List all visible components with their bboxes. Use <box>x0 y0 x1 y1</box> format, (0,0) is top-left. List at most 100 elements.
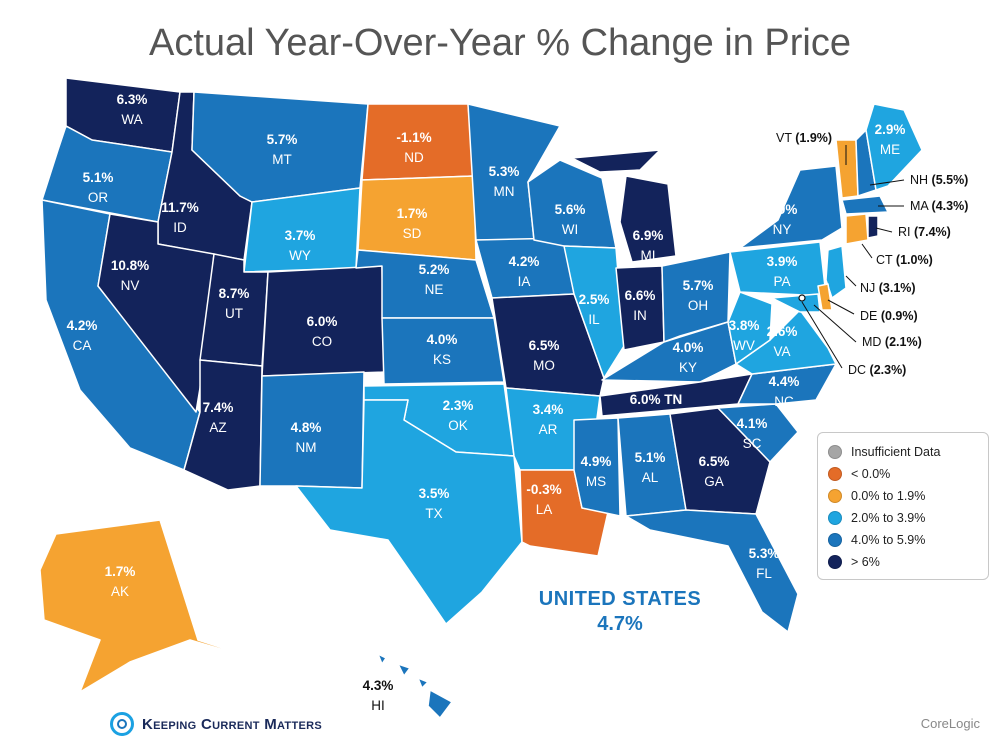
state-label-nm: 4.8% NM <box>291 420 322 455</box>
state-RI <box>867 215 879 239</box>
legend-swatch <box>828 467 842 481</box>
legend-item: 4.0% to 5.9% <box>828 529 978 551</box>
state-HI <box>377 653 453 719</box>
state-AZ <box>183 359 263 491</box>
state-label-ut: 8.7% UT <box>219 286 250 321</box>
state-value: 1.7% <box>105 564 136 579</box>
state-abbr: GA <box>704 474 724 489</box>
state-label-mt: 5.7% MT <box>267 132 298 167</box>
kcm-logo-icon <box>110 712 134 736</box>
state-abbr: ME <box>880 142 900 157</box>
state-abbr: NE <box>425 282 444 297</box>
callout-label-de: DE (0.9%) <box>860 309 918 323</box>
state-value: 4.3% <box>363 678 394 693</box>
state-value: 8.7% <box>219 286 250 301</box>
state-value: 4.2% <box>509 254 540 269</box>
state-MO <box>491 293 605 397</box>
state-abbr: IL <box>588 312 600 327</box>
state-abbr: TX <box>425 506 442 521</box>
dc-marker <box>798 294 806 302</box>
state-abbr: VA <box>773 344 790 359</box>
legend-swatch <box>828 533 842 547</box>
state-label-mi: 6.9% MI <box>633 228 664 263</box>
state-abbr: ID <box>173 220 187 235</box>
state-abbr: WA <box>121 112 142 127</box>
state-label-tx: 3.5% TX <box>419 486 450 521</box>
state-abbr: AL <box>642 470 659 485</box>
state-abbr: MT <box>272 152 292 167</box>
state-value: 3.7% <box>285 228 316 243</box>
state-value: 3.8% <box>729 318 760 333</box>
state-value: 4.0% <box>427 332 458 347</box>
leader-nj <box>845 275 857 287</box>
state-abbr: NM <box>296 440 317 455</box>
state-value: 3.9% <box>767 254 798 269</box>
callout-leaders <box>801 145 905 369</box>
state-label-mo: 6.5% MO <box>529 338 560 373</box>
state-abbr: MS <box>586 474 606 489</box>
state-label-ca: 4.2% CA <box>67 318 98 353</box>
state-value: 2.6% <box>767 324 798 339</box>
leader-de <box>827 299 855 315</box>
state-abbr: AZ <box>209 420 226 435</box>
callout-labels: VT (1.9%) NH (5.5%) MA (4.3%) RI (7.4%) CT (… <box>776 131 968 377</box>
state-IL <box>563 245 625 379</box>
state-value: 2.5% <box>579 292 610 307</box>
state-abbr: IA <box>518 274 531 289</box>
state-label-al: 5.1% AL <box>635 450 666 485</box>
state-label-ky: 4.0% KY <box>673 340 704 375</box>
leader-ct <box>861 243 873 259</box>
state-label-ia: 4.2% IA <box>509 254 540 289</box>
state-value: 4.8% <box>291 420 322 435</box>
source-credit: CoreLogic <box>920 716 980 731</box>
state-label-ms: 4.9% MS <box>581 454 612 489</box>
state-value: 6.6% <box>625 288 656 303</box>
state-value: 4.2% <box>67 318 98 333</box>
state-value: 6.0% <box>307 314 338 329</box>
state-label-mn: 5.3% MN <box>489 164 520 199</box>
state-abbr: CA <box>73 338 92 353</box>
legend-swatch <box>828 489 842 503</box>
state-abbr: KS <box>433 352 451 367</box>
state-value: 3.4% <box>533 402 564 417</box>
state-label-wy: 3.7% WY <box>285 228 316 263</box>
state-abbr: WY <box>289 248 311 263</box>
state-abbr: NC <box>774 394 794 409</box>
state-value: 4.9% <box>581 454 612 469</box>
state-label-az: 7.4% AZ <box>203 400 234 435</box>
state-abbr: ND <box>404 150 424 165</box>
state-abbr: LA <box>536 502 553 517</box>
state-WV <box>727 291 773 365</box>
state-value: 5.7% <box>683 278 714 293</box>
state-abbr: NV <box>121 278 140 293</box>
state-MI <box>571 149 677 263</box>
state-value: 2.3% <box>443 398 474 413</box>
legend-swatch <box>828 555 842 569</box>
state-label-ne: 5.2% NE <box>419 262 450 297</box>
state-VT <box>835 139 859 199</box>
us-total: UNITED STATES 4.7% <box>520 588 720 636</box>
state-MA <box>841 195 889 215</box>
kcm-logo: Keeping Current Matters <box>110 710 322 738</box>
state-label-nd: -1.1% ND <box>396 130 431 165</box>
state-abbr: IN <box>633 308 647 323</box>
state-label-sd: 1.7% SD <box>397 206 428 241</box>
us-total-value: 4.7% <box>597 613 643 635</box>
state-value: 10.8% <box>111 258 149 273</box>
state-label-tn: 6.0% TN <box>630 392 683 407</box>
state-labels: 6.3% WA 5.1% OR 4.2% CA 11.7% ID 10.8% NV 5.7% MT 3.… <box>67 92 906 713</box>
state-label-id: 11.7% ID <box>161 200 199 235</box>
state-value: 5.2% <box>419 262 450 277</box>
map-title: Actual Year-Over-Year % Change in Price <box>149 22 851 64</box>
state-abbr: AR <box>539 422 558 437</box>
state-value: 5.7% <box>267 132 298 147</box>
state-label-fl: 5.3% FL <box>749 546 780 581</box>
callout-label-ma: MA (4.3%) <box>910 199 968 213</box>
state-NC <box>737 363 837 405</box>
state-label-ar: 3.4% AR <box>533 402 564 437</box>
state-label-nv: 10.8% NV <box>111 258 149 293</box>
callout-label-md: MD (2.1%) <box>862 335 922 349</box>
state-abbr: AK <box>111 584 129 599</box>
state-abbr: NY <box>773 222 792 237</box>
